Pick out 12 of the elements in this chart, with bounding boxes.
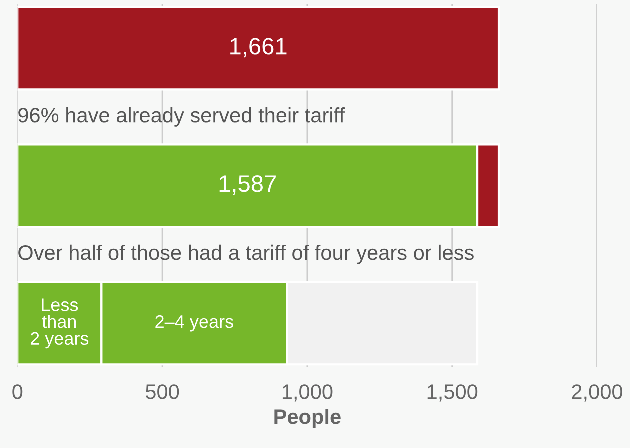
- x-tick-label: 500: [146, 384, 180, 400]
- x-tick-label: 2,000: [572, 384, 622, 402]
- data-label: 2–4 years: [156, 315, 234, 332]
- annotation: 96% have already served their tariff: [18, 107, 346, 127]
- annotation: Over half of those had a tariff of four years or less: [18, 244, 474, 264]
- x-tick-label: 0: [12, 384, 23, 400]
- x-tick-label: 1,500: [428, 384, 478, 402]
- data-label: Less than 2 years: [30, 298, 89, 349]
- x-tick-label: 1,000: [282, 384, 333, 402]
- data-label: 1,587: [220, 176, 276, 196]
- x-axis-title: People: [274, 409, 341, 428]
- data-label: 1,661: [230, 38, 287, 58]
